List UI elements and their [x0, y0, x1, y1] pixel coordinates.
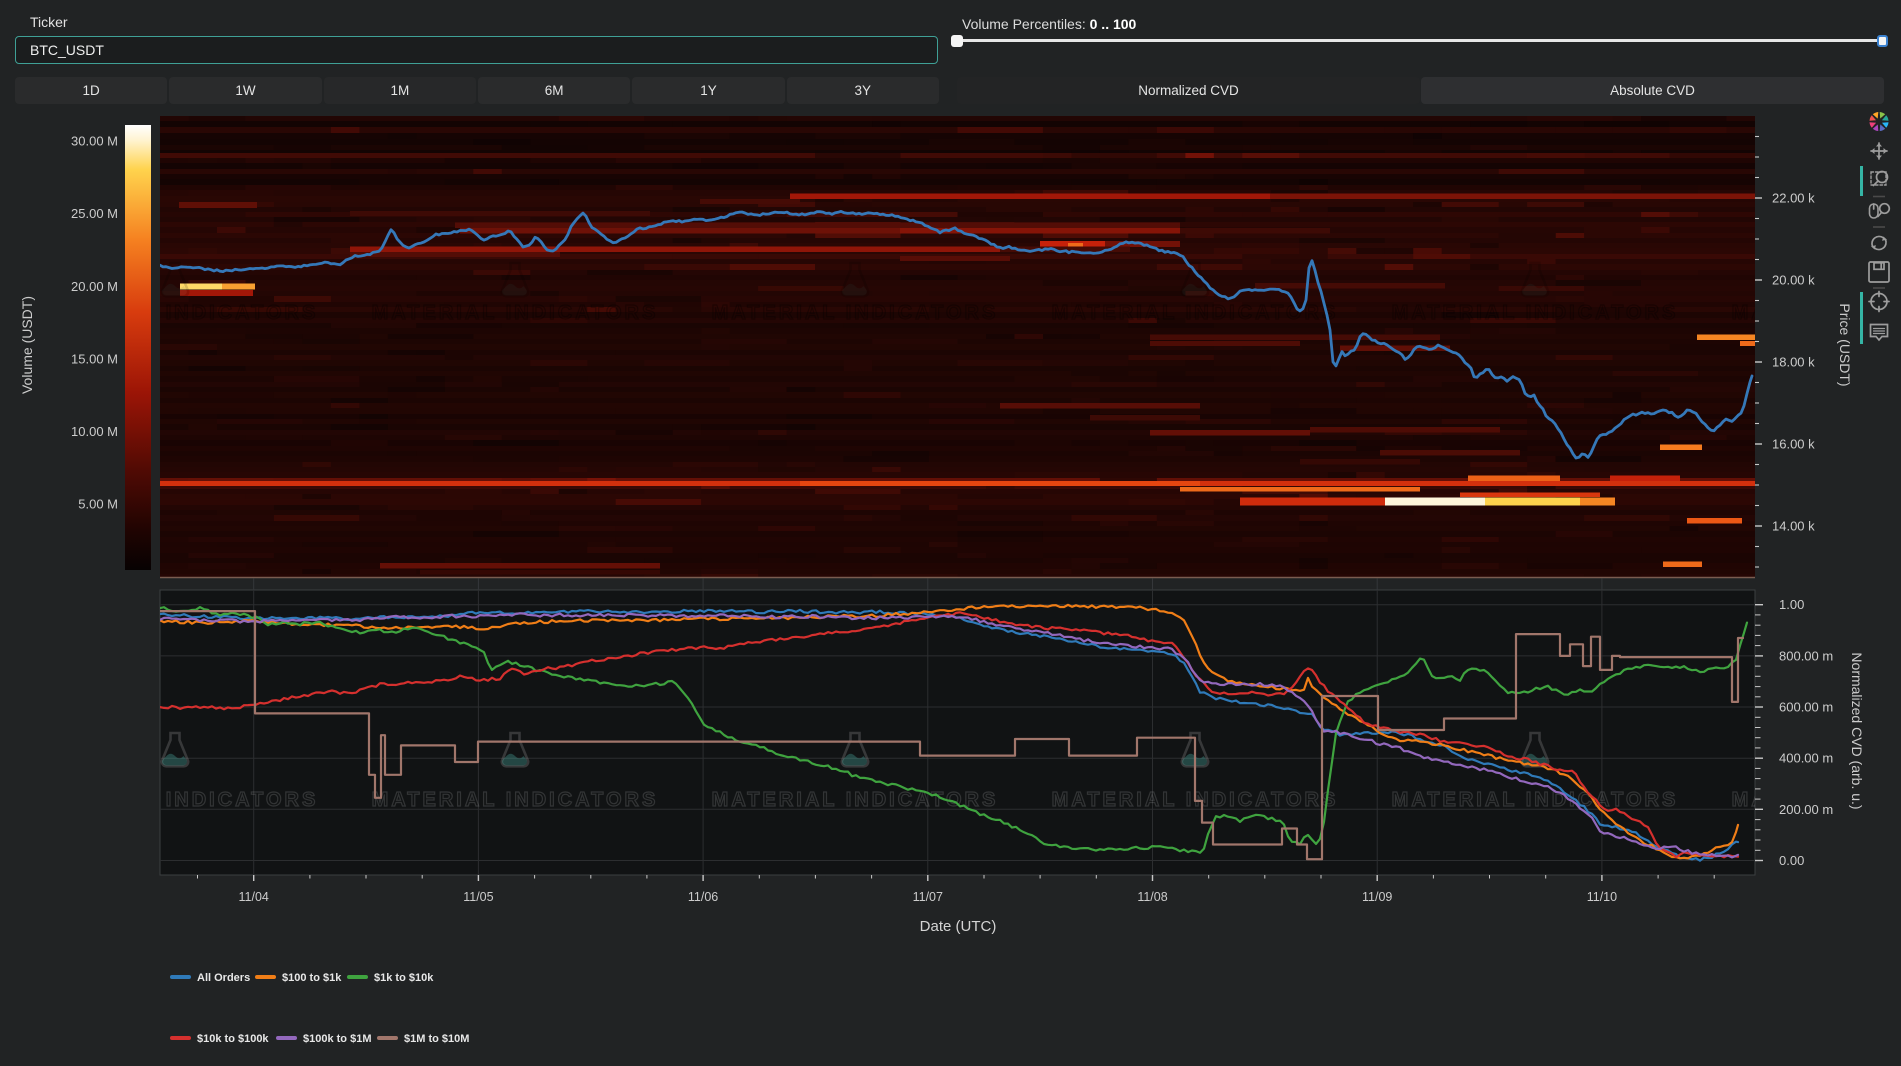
svg-text:MATERIAL INDICATORS: MATERIAL INDICATORS [1392, 302, 1679, 324]
svg-text:16.00 k: 16.00 k [1772, 437, 1815, 452]
svg-text:11/09: 11/09 [1362, 890, 1392, 904]
svg-text:1.00: 1.00 [1779, 597, 1804, 612]
svg-text:MATERIAL INDICATORS: MATERIAL INDICATORS [1732, 789, 1901, 811]
svg-text:MATERIAL INDICATORS: MATERIAL INDICATORS [372, 302, 659, 324]
svg-text:600.00 m: 600.00 m [1779, 700, 1833, 715]
svg-text:Price (USDT): Price (USDT) [1837, 303, 1853, 386]
svg-text:11/05: 11/05 [463, 890, 493, 904]
svg-text:15.00 M: 15.00 M [71, 351, 118, 366]
svg-text:800.00 m: 800.00 m [1779, 648, 1833, 663]
svg-text:20.00 k: 20.00 k [1772, 273, 1815, 288]
svg-text:MATERIAL INDICATORS: MATERIAL INDICATORS [1052, 789, 1339, 811]
svg-text:18.00 k: 18.00 k [1772, 355, 1815, 370]
svg-text:14.00 k: 14.00 k [1772, 519, 1815, 534]
svg-text:MATERIAL INDICATORS: MATERIAL INDICATORS [32, 789, 319, 811]
svg-text:5.00 M: 5.00 M [78, 497, 118, 512]
svg-text:$100k to $1M: $100k to $1M [303, 1033, 371, 1045]
svg-text:Normalized CVD (arb. u.): Normalized CVD (arb. u.) [1849, 652, 1865, 809]
svg-text:$100 to $1k: $100 to $1k [282, 972, 342, 984]
svg-text:MATERIAL INDICATORS: MATERIAL INDICATORS [712, 302, 999, 324]
svg-text:All Orders: All Orders [197, 972, 250, 984]
svg-text:30.00 M: 30.00 M [71, 134, 118, 149]
svg-text:11/06: 11/06 [688, 890, 718, 904]
svg-text:11/07: 11/07 [913, 890, 943, 904]
svg-text:22.00 k: 22.00 k [1772, 191, 1815, 206]
svg-text:11/10: 11/10 [1587, 890, 1617, 904]
svg-text:MATERIAL INDICATORS: MATERIAL INDICATORS [1732, 302, 1901, 324]
svg-text:$1M to $10M: $1M to $10M [404, 1033, 469, 1045]
svg-text:$10k to $100k: $10k to $100k [197, 1033, 269, 1045]
svg-text:400.00 m: 400.00 m [1779, 751, 1833, 766]
svg-text:11/04: 11/04 [239, 890, 269, 904]
svg-text:11/08: 11/08 [1137, 890, 1167, 904]
svg-text:Date (UTC): Date (UTC) [920, 918, 997, 935]
svg-text:MATERIAL INDICATORS: MATERIAL INDICATORS [32, 302, 319, 324]
svg-text:20.00 M: 20.00 M [71, 279, 118, 294]
svg-text:MATERIAL INDICATORS: MATERIAL INDICATORS [372, 789, 659, 811]
svg-text:Volume (USDT): Volume (USDT) [19, 296, 35, 394]
svg-text:$1k to $10k: $1k to $10k [374, 972, 434, 984]
svg-text:0.00: 0.00 [1779, 853, 1804, 868]
svg-text:MATERIAL INDICATORS: MATERIAL INDICATORS [1052, 302, 1339, 324]
svg-text:10.00 M: 10.00 M [71, 424, 118, 439]
svg-text:200.00 m: 200.00 m [1779, 802, 1833, 817]
svg-text:25.00 M: 25.00 M [71, 206, 118, 221]
svg-text:MATERIAL INDICATORS: MATERIAL INDICATORS [712, 789, 999, 811]
svg-text:MATERIAL INDICATORS: MATERIAL INDICATORS [1392, 789, 1679, 811]
